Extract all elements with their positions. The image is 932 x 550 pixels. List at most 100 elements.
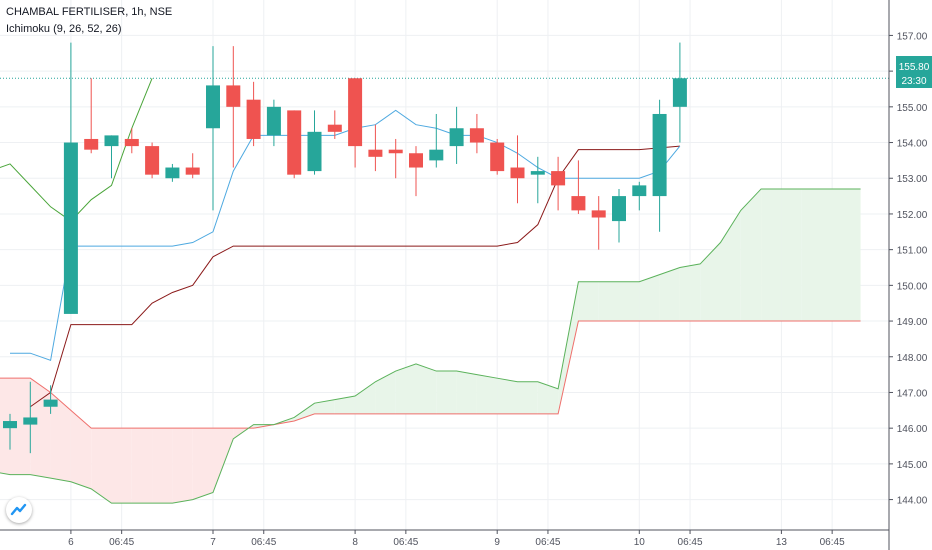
- candle-body: [104, 135, 119, 147]
- candle-body: [287, 110, 302, 175]
- candle-body: [145, 146, 160, 175]
- candle-body: [612, 196, 626, 222]
- candle[interactable]: [165, 163, 180, 182]
- candle[interactable]: [124, 128, 139, 154]
- time-tick-label: 06:45: [820, 537, 845, 548]
- candle[interactable]: [632, 181, 647, 211]
- candle-body: [43, 399, 58, 407]
- candle[interactable]: [591, 196, 606, 250]
- candle-body: [652, 113, 667, 197]
- candle[interactable]: [185, 153, 200, 179]
- candle-body: [510, 167, 525, 179]
- cloud-segment: [192, 428, 213, 500]
- ichimoku-cloud: [0, 188, 861, 504]
- candle[interactable]: [612, 188, 626, 243]
- last-price-box: [896, 56, 932, 88]
- candle[interactable]: [287, 110, 302, 179]
- time-tick-label: 06:45: [251, 537, 276, 548]
- candle-body: [672, 78, 687, 107]
- cloud-segment: [436, 371, 457, 414]
- candle-body: [571, 196, 586, 211]
- candle[interactable]: [348, 78, 363, 168]
- candle-body: [84, 138, 99, 150]
- candle-body: [23, 417, 38, 425]
- time-tick-label: 06:45: [535, 537, 560, 548]
- cloud-segment: [781, 188, 802, 322]
- candle-body: [429, 149, 444, 161]
- price-tick-label: 153.00: [897, 174, 928, 185]
- candle[interactable]: [307, 110, 322, 175]
- cloud-segment: [111, 428, 132, 504]
- candle[interactable]: [226, 46, 241, 168]
- candle[interactable]: [469, 113, 484, 154]
- candle[interactable]: [104, 135, 119, 179]
- candle[interactable]: [510, 135, 525, 204]
- conversion-line: [10, 109, 681, 361]
- last-price-marker: 155.80 23:30: [896, 56, 932, 88]
- cloud-segment: [152, 428, 173, 504]
- cloud-segment: [740, 188, 762, 322]
- candlesticks[interactable]: [3, 42, 687, 454]
- candle[interactable]: [571, 160, 586, 214]
- cloud-segment: [10, 378, 31, 475]
- cloud-segment: [659, 267, 680, 322]
- chart-title: CHAMBAL FERTILISER, 1h, NSE: [6, 6, 173, 18]
- candle-body: [206, 85, 220, 129]
- cloud-segment: [558, 281, 579, 414]
- candle[interactable]: [449, 106, 464, 164]
- candle[interactable]: [145, 142, 160, 179]
- candle[interactable]: [23, 381, 38, 454]
- candle[interactable]: [409, 146, 423, 197]
- cloud-segment: [70, 410, 92, 489]
- cloud-segment: [30, 378, 51, 479]
- cloud-segment: [700, 242, 721, 322]
- time-tick-label: 10: [634, 537, 646, 548]
- candle[interactable]: [652, 99, 667, 232]
- price-tick-label: 150.00: [897, 281, 928, 292]
- price-tick-label: 155.00: [897, 103, 928, 114]
- cloud-segment: [639, 274, 660, 322]
- candle[interactable]: [429, 113, 444, 168]
- tradingview-logo[interactable]: [6, 497, 32, 523]
- candle[interactable]: [327, 110, 342, 139]
- candle-body: [165, 167, 180, 179]
- candle[interactable]: [266, 99, 281, 147]
- candle[interactable]: [206, 46, 220, 211]
- candle-body: [551, 171, 566, 186]
- base-line: [30, 145, 680, 408]
- candle[interactable]: [530, 156, 545, 204]
- candle-body: [591, 210, 606, 218]
- cloud-segment: [172, 428, 193, 504]
- cloud-segment: [456, 371, 477, 414]
- candle[interactable]: [84, 78, 99, 154]
- price-axis-bg: [889, 0, 932, 550]
- cloud-segment: [314, 399, 335, 414]
- candle[interactable]: [3, 413, 17, 450]
- candle-body: [368, 149, 383, 157]
- time-tick-label: 6: [68, 537, 74, 548]
- candle[interactable]: [246, 81, 261, 147]
- candle[interactable]: [672, 42, 687, 143]
- candle[interactable]: [551, 156, 566, 211]
- candle[interactable]: [368, 124, 383, 172]
- candle[interactable]: [388, 138, 403, 179]
- cloud-segment: [720, 210, 741, 322]
- candle-body: [632, 185, 647, 197]
- candle[interactable]: [63, 42, 78, 314]
- price-tick-label: 146.00: [897, 424, 928, 435]
- cloud-segment: [355, 381, 376, 414]
- candle[interactable]: [490, 138, 505, 175]
- cloud-segment: [619, 281, 640, 322]
- cloud-segment: [822, 188, 861, 322]
- cloud-logo-icon: [10, 503, 27, 516]
- leading-span-b-line: [0, 320, 861, 429]
- cloud-segment: [497, 378, 518, 414]
- candle-body: [409, 153, 423, 168]
- cloud-segment: [334, 396, 356, 414]
- time-tick-label: 06:45: [678, 537, 703, 548]
- candle-body: [449, 128, 464, 147]
- time-axis-bg: [0, 530, 889, 550]
- candle[interactable]: [43, 385, 58, 414]
- cloud-segment: [131, 428, 153, 504]
